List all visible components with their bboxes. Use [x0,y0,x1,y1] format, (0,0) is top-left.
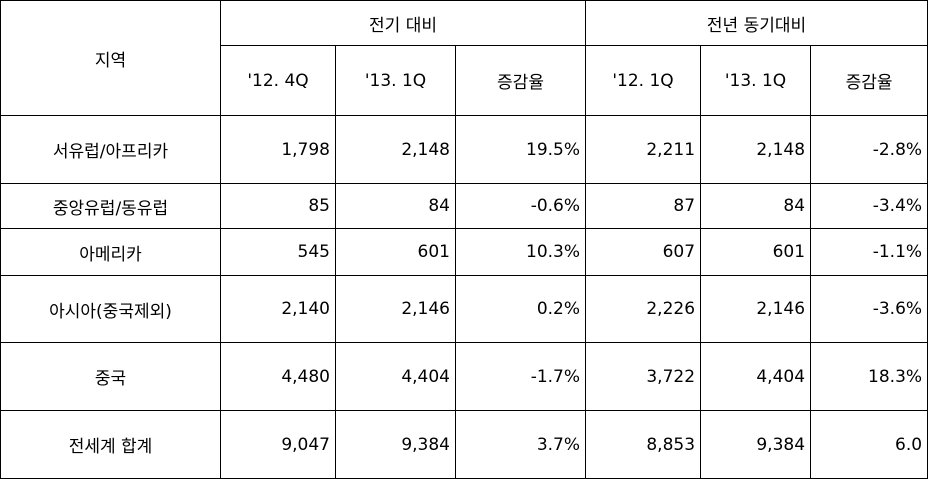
table-cell: 601 [700,228,812,276]
region-name: 중앙유럽/동유럽 [0,183,221,229]
column-header: '13. 1Q [335,45,456,116]
table-row: 중앙유럽/동유럽 85 84 -0.6% 87 84 -3.4% [0,183,928,229]
table-cell: 84 [700,183,812,229]
table-cell: 2,148 [700,115,812,184]
region-name: 전세계 합계 [0,410,221,479]
table-cell: -1.7% [454,342,587,411]
table-cell: 601 [335,228,456,276]
table-row: 아메리카 545 601 10.3% 607 601 -1.1% [0,228,928,276]
table-row: '12. 4Q '13. 1Q 증감율 '12. 1Q '13. 1Q 증감율 [1,45,928,116]
table-row: 중국 4,480 4,404 -1.7% 3,722 4,404 18.3% [0,342,928,411]
table-cell: 3.7% [454,410,587,479]
table-cell: 9,047 [220,410,336,479]
column-header: '12. 4Q [220,45,336,116]
table-cell: 2,140 [220,275,336,343]
table-cell: 10.3% [454,228,587,276]
table-cell: 2,226 [585,275,702,343]
table-row: 지역 전기 대비 전년 동기대비 [0,0,928,116]
table-row: 서유럽/아프리카 1,798 2,148 19.5% 2,211 2,148 -2.8% [0,115,928,184]
table-cell: 2,148 [335,115,456,184]
table-cell: 85 [220,183,336,229]
table-cell: -2.8% [810,115,928,184]
region-name: 아메리카 [0,228,221,276]
table-cell: 8,853 [585,410,702,479]
table-cell: 18.3% [810,342,928,411]
table-cell: 9,384 [700,410,812,479]
table-cell: 4,480 [220,342,336,411]
table-cell: 3,722 [585,342,702,411]
table-row: 전세계 합계 9,047 9,384 3.7% 8,853 9,384 6.0 [0,410,928,479]
table-cell: 4,404 [335,342,456,411]
table-cell: 2,146 [335,275,456,343]
table-cell: 6.0 [810,410,928,479]
column-header: '12. 1Q [585,45,702,116]
table-cell: -3.6% [810,275,928,343]
region-name: 서유럽/아프리카 [0,115,221,184]
table-row: 아시아(중국제외) 2,140 2,146 0.2% 2,226 2,146 -3.6% [0,275,928,343]
table-cell: 19.5% [454,115,587,184]
table-cell: 1,798 [220,115,336,184]
table-cell: 2,211 [585,115,702,184]
table-cell: 607 [585,228,702,276]
table-cell: -3.4% [810,183,928,229]
region-header: 지역 [0,0,221,116]
group-header: 전기 대비 [219,0,587,46]
table-cell: 9,384 [335,410,456,479]
region-name: 아시아(중국제외) [0,275,221,343]
table-cell: 2,146 [700,275,812,343]
region-name: 중국 [0,342,221,411]
table-cell: 0.2% [454,275,587,343]
column-header: '13. 1Q [700,45,812,116]
table-cell: 4,404 [700,342,812,411]
group-header: 전년 동기대비 [585,0,928,46]
table-cell: 545 [220,228,336,276]
column-header: 증감율 [454,45,587,116]
table-cell: -1.1% [810,228,928,276]
table-cell: -0.6% [454,183,587,229]
table-cell: 84 [335,183,456,229]
column-header: 증감율 [810,45,928,116]
table-cell: 87 [585,183,702,229]
